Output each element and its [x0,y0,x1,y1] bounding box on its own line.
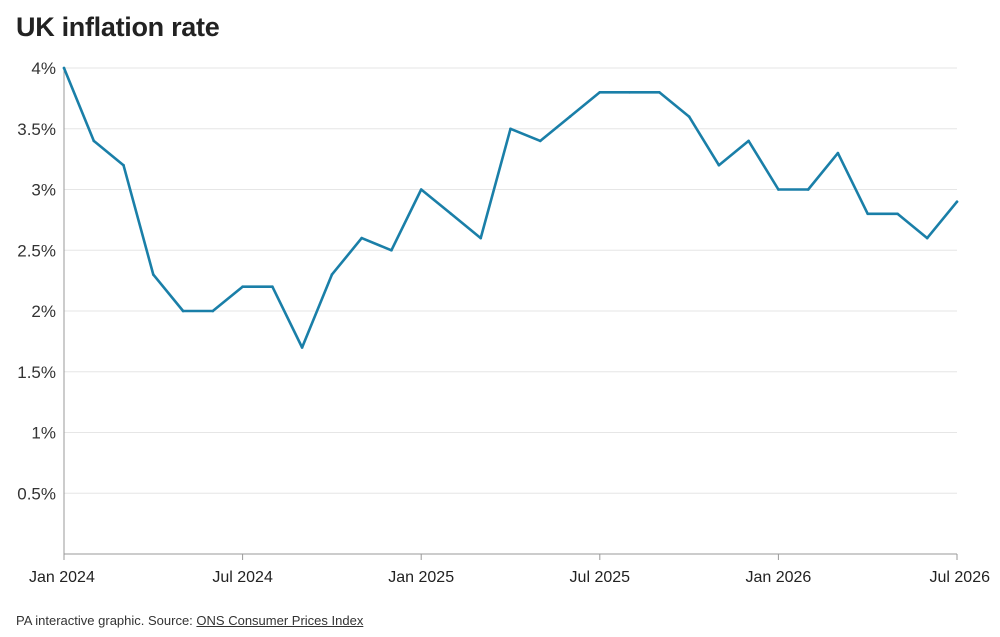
y-tick-label: 2% [31,302,56,321]
data-point [479,236,483,240]
y-tick-label: 1.5% [17,363,56,382]
chart-title: UK inflation rate [16,12,220,42]
x-tick-label: Jan 2025 [388,569,454,586]
data-point [747,139,750,143]
data-point [658,91,661,94]
data-point [806,188,810,191]
series-layer [62,66,959,349]
x-tick-label: Jul 2025 [570,569,631,586]
axes [63,68,958,560]
source-link[interactable]: ONS Consumer Prices Index [196,613,364,628]
data-point [241,285,244,289]
data-point [925,236,929,240]
data-point [896,212,899,216]
y-tick-label: 0.5% [17,484,56,503]
data-point [300,346,304,349]
data-point [598,91,602,94]
data-point [122,163,125,167]
y-tick-label: 3% [31,181,56,200]
data-point [568,115,572,118]
data-point [687,115,691,118]
data-point [181,309,185,313]
data-point [360,236,363,240]
y-tick-labels: 0.5% 1% 1.5% 2% 2.5% 3% 3.5% 4% [17,59,56,503]
x-tick-labels: Jan 2024 Jul 2024 Jan 2025 Jul 2025 Jan 2026… [29,569,990,586]
data-point [955,200,959,203]
data-point [628,91,631,94]
x-tick-label: Jan 2024 [29,569,95,586]
x-tick-label: Jan 2026 [745,569,811,586]
footer-text: PA interactive graphic. Source: [16,613,197,628]
data-point [62,66,66,70]
series-line [62,66,959,349]
x-tick-label: Jul 2026 [930,569,991,586]
data-point [211,309,215,313]
y-tick-label: 4% [31,59,56,78]
data-point [717,163,721,167]
data-point [419,188,423,191]
data-point [390,248,393,252]
x-tick-label: Jul 2024 [212,569,273,586]
chart-footer: PA interactive graphic. Source: ONS Cons… [16,613,363,628]
y-tick-label: 2.5% [17,241,56,260]
data-point [866,212,869,216]
y-tick-label: 1% [31,424,56,443]
data-point [509,127,512,131]
data-point [152,273,155,276]
data-point [538,139,542,143]
data-point [92,139,96,143]
y-tick-label: 3.5% [17,120,56,139]
data-point [271,285,274,289]
data-point [777,188,780,191]
data-point [330,273,334,276]
data-point [836,151,840,155]
data-point [449,212,453,216]
